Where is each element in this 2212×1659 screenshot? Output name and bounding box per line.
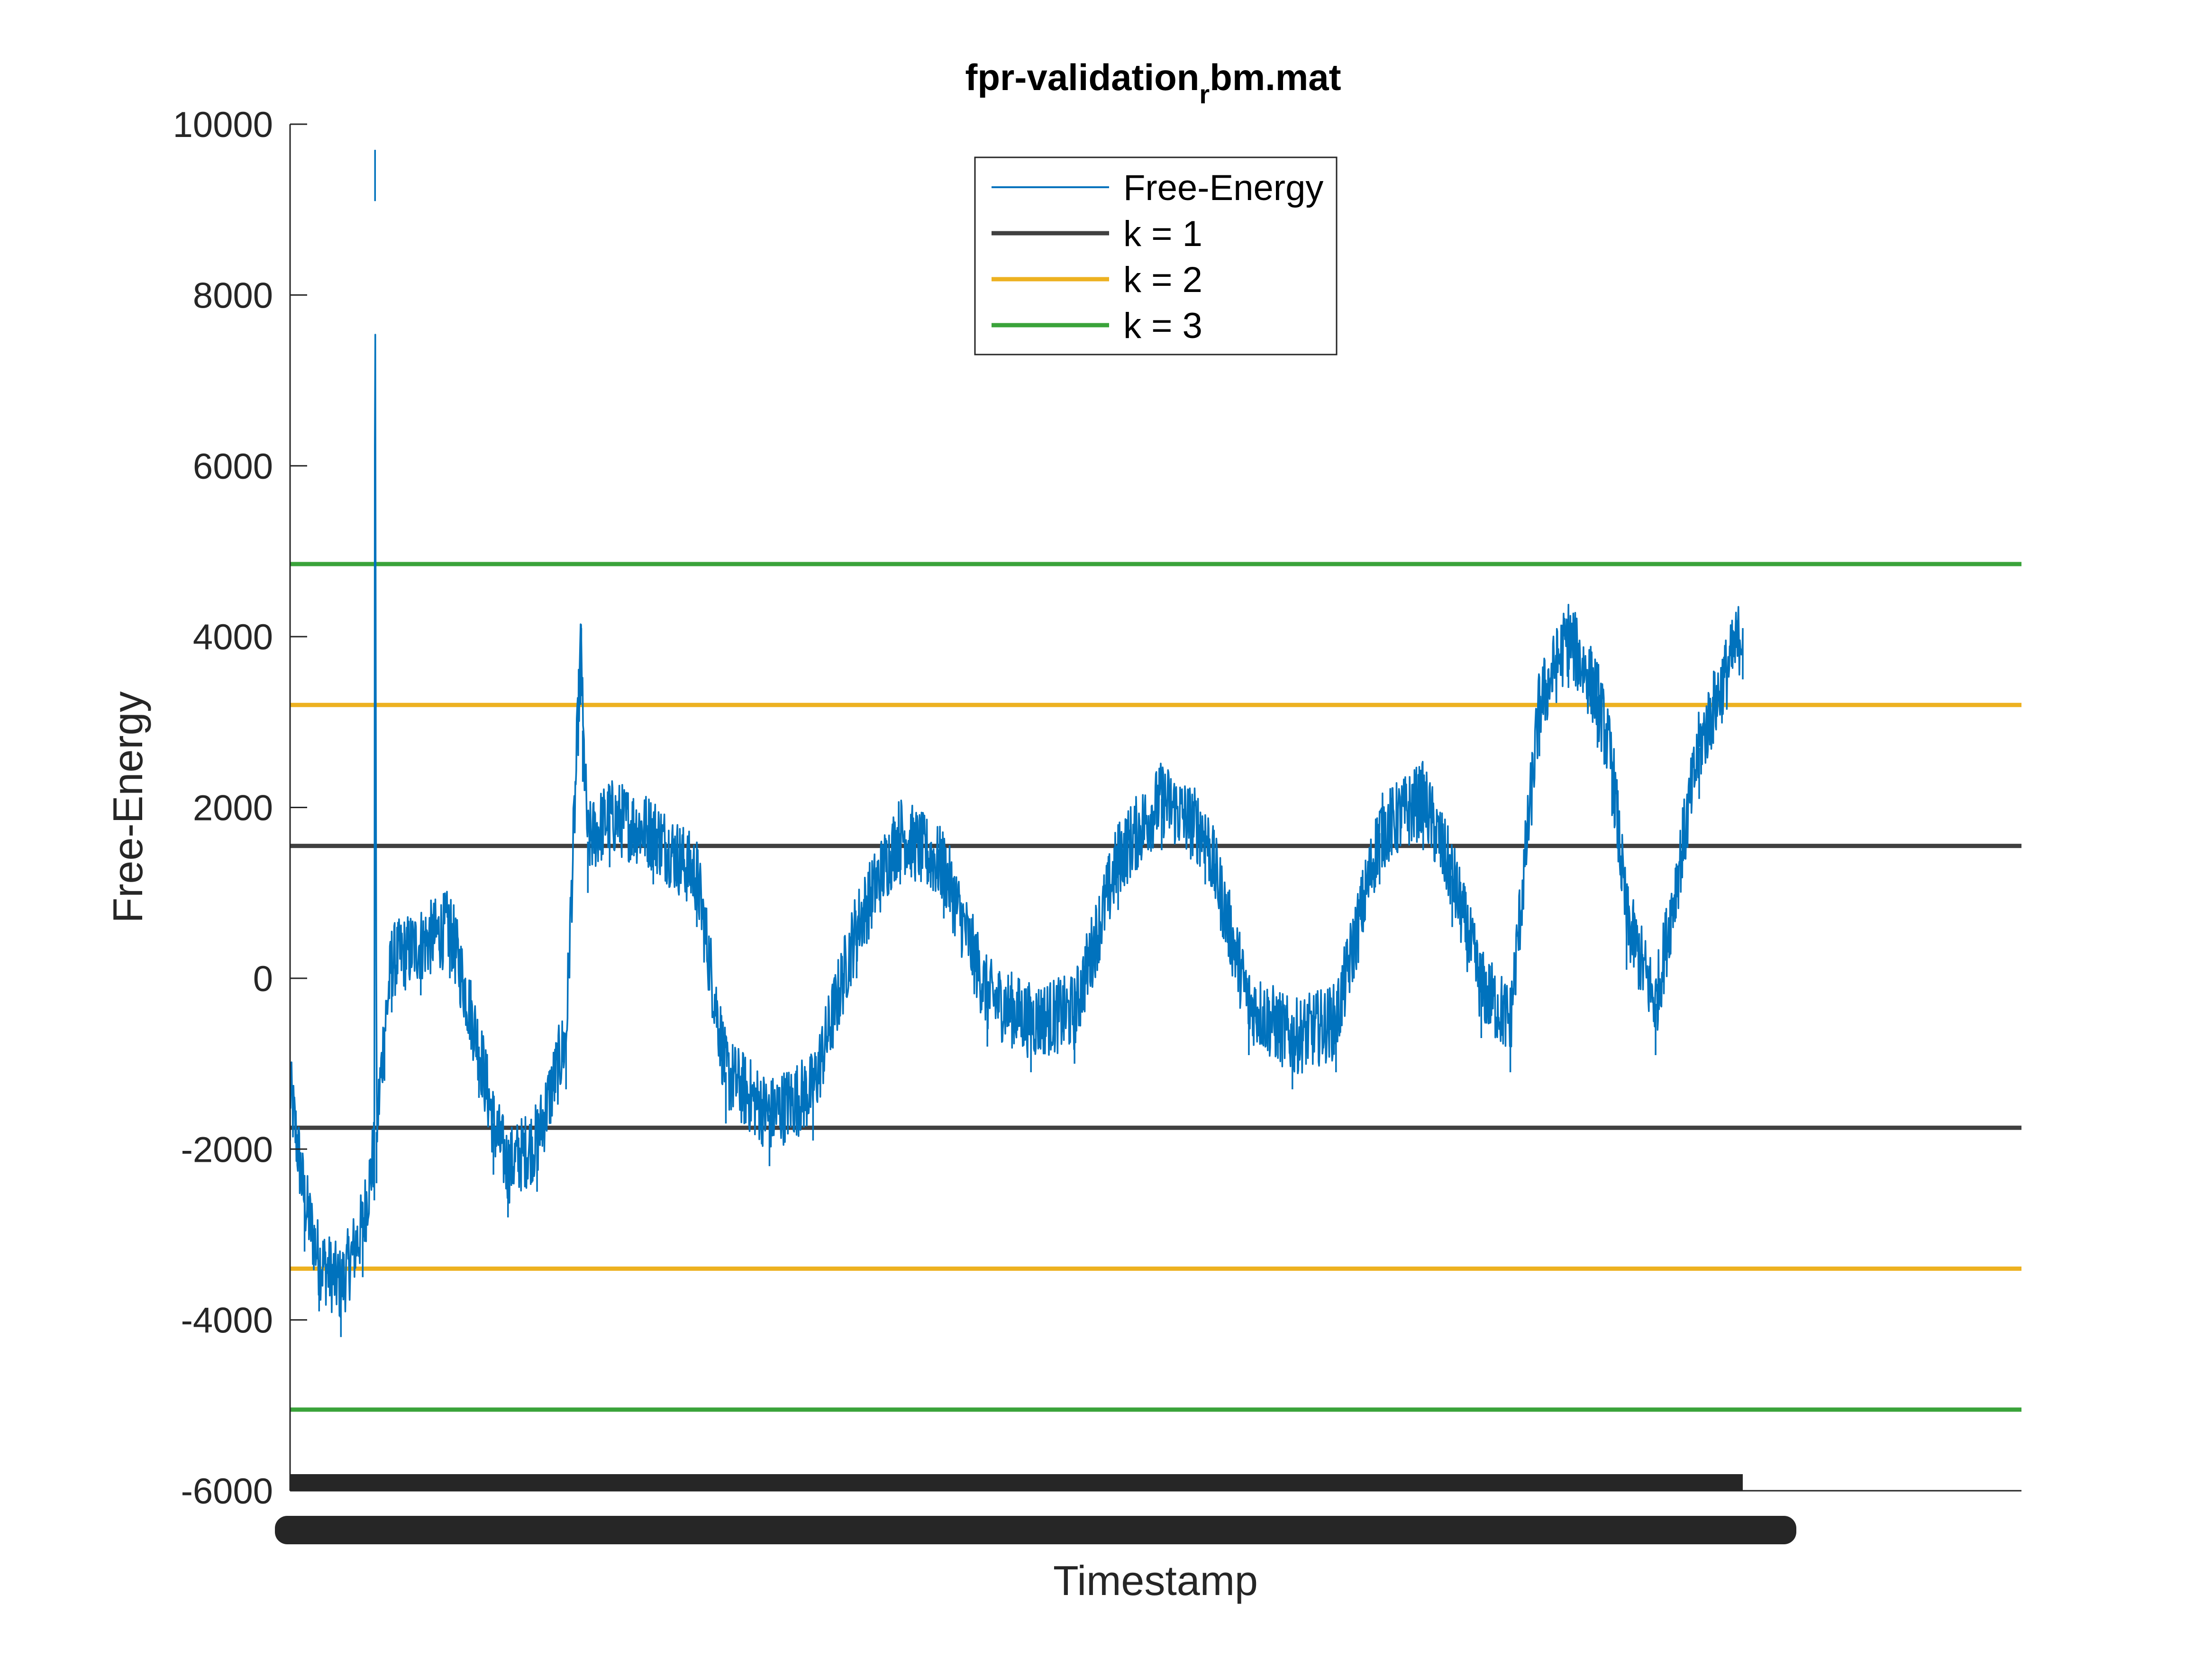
legend-label-k1: k = 1 xyxy=(1123,214,1202,254)
y-tick-label: -2000 xyxy=(181,1130,273,1170)
chart-title: fpr-validationrbm.mat xyxy=(965,56,1341,109)
x-axis-label: Timestamp xyxy=(1053,1557,1258,1604)
y-tick-label: 0 xyxy=(253,959,273,999)
y-tick-label: 6000 xyxy=(193,447,273,487)
legend-label-k3: k = 3 xyxy=(1123,306,1202,346)
y-tick-label: -4000 xyxy=(181,1301,273,1341)
y-tick-label: 2000 xyxy=(193,788,273,829)
free-energy-series-line xyxy=(290,150,1744,1337)
x-tick-marks-band xyxy=(290,1474,1743,1491)
y-axis-ticks: -6000 -4000 -2000 0 2000 4000 6000 8000 10000 xyxy=(173,105,307,1512)
legend-label-free-energy: Free-Energy xyxy=(1123,168,1323,208)
legend-label-k2: k = 2 xyxy=(1123,260,1202,300)
y-axis-label: Free-Energy xyxy=(104,691,151,923)
y-tick-label: 10000 xyxy=(173,105,273,145)
legend: Free-Energy k = 1 k = 2 k = 3 xyxy=(974,156,1338,356)
y-tick-label: -6000 xyxy=(181,1471,273,1512)
x-tick-labels-band xyxy=(275,1516,1796,1544)
legend-box xyxy=(974,156,1338,356)
y-tick-label: 4000 xyxy=(193,617,273,657)
y-tick-label: 8000 xyxy=(193,275,273,316)
